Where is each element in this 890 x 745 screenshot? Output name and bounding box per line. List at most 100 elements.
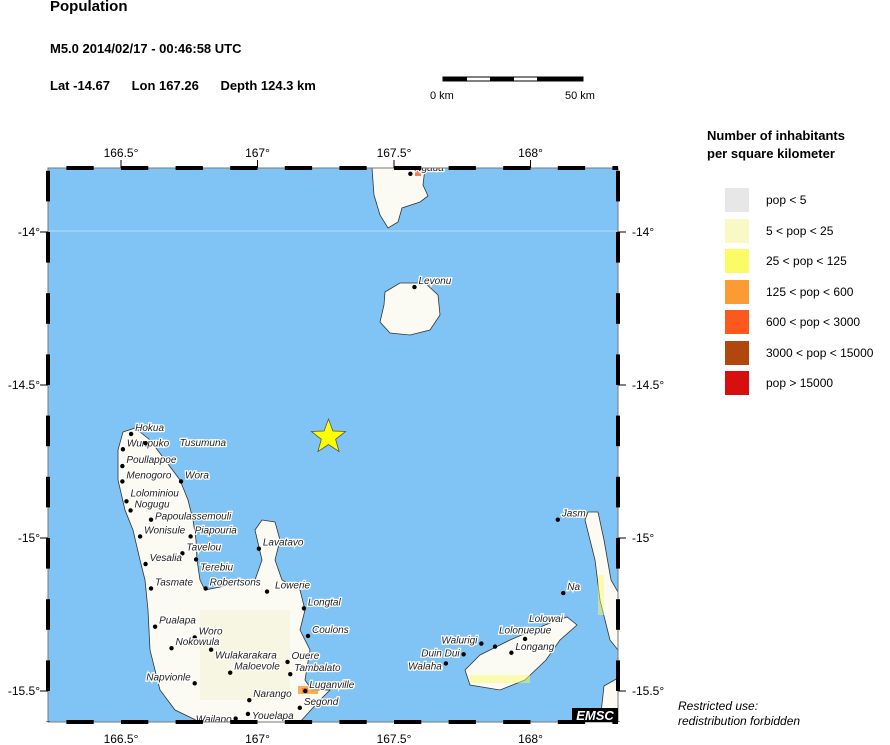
city-marker[interactable]: Nokowula [169, 636, 221, 651]
frame-tick [46, 170, 50, 202]
city-marker[interactable]: Lavatavo [256, 536, 305, 551]
city-marker[interactable]: Jasm [555, 507, 587, 522]
city-dot [128, 508, 133, 513]
city-label: Luganville [309, 680, 354, 691]
city-marker[interactable]: Maloevole [228, 660, 281, 675]
city-marker[interactable]: Napvionle [145, 671, 197, 686]
lon-tick-label: 167° [245, 732, 270, 745]
city-marker[interactable]: Longang [509, 641, 556, 655]
legend-label: pop < 5 [766, 193, 807, 207]
city-label: Hokua [135, 423, 164, 434]
city-marker[interactable]: Terebiu [193, 557, 235, 575]
city-marker[interactable]: Walaha [407, 660, 449, 674]
city-label: Jasm [561, 509, 586, 520]
city-marker[interactable]: Poullappoe [120, 454, 178, 469]
city-dot [120, 447, 126, 452]
legend-title: Number of inhabitants per square kilomet… [707, 127, 845, 163]
frame-tick [616, 170, 620, 202]
frame-tick [46, 293, 50, 324]
legend-label: 25 < pop < 125 [766, 254, 847, 268]
city-marker[interactable]: Wunpuko [120, 437, 171, 452]
frame-tick [46, 415, 50, 447]
city-label: Lolominiou [130, 488, 179, 499]
frame-tick [616, 354, 620, 385]
city-marker[interactable]: Tavelou [180, 541, 223, 556]
lat-tick-label: -14° [18, 225, 40, 239]
city-marker[interactable]: Segond [297, 696, 340, 711]
city-marker[interactable]: Papoulassemouli [148, 510, 233, 524]
legend-swatch [725, 371, 749, 395]
city-marker[interactable]: Walurigi [440, 634, 484, 648]
frame-tick [46, 354, 50, 385]
city-label: Terebiu [200, 562, 233, 573]
legend-label: pop > 15000 [766, 376, 834, 390]
city-marker[interactable]: Levonu [412, 275, 453, 290]
lat-tick-label: -14.5° [632, 378, 664, 392]
city-marker[interactable]: Luganville [303, 679, 356, 694]
city-label: Piapouria [195, 525, 238, 536]
legend-label: 5 < pop < 25 [766, 223, 834, 238]
event-location: Lat -14.67 Lon 167.26 Depth 124.3 km [50, 78, 334, 93]
city-marker[interactable]: Vesalia [143, 552, 184, 567]
frame-tick [557, 720, 586, 724]
frame-tick [448, 720, 476, 724]
city-marker[interactable]: Na [561, 581, 582, 596]
city-marker[interactable]: Piapouria [188, 524, 239, 539]
city-label: Papoulassemouli [155, 512, 232, 523]
frame-tick [612, 166, 618, 170]
event-lon: Lon 167.26 [131, 78, 199, 93]
legend-swatch [725, 188, 749, 212]
city-marker[interactable]: Ouere [285, 650, 321, 665]
city-marker[interactable]: Lowerie [264, 579, 312, 594]
city-marker[interactable]: Wonisule [137, 524, 187, 539]
legend-swatch [725, 340, 749, 365]
frame-tick [616, 415, 620, 447]
city-dot [192, 681, 197, 686]
city-marker[interactable]: Pualapa [152, 614, 198, 629]
city-marker[interactable]: Wora [178, 469, 211, 484]
city-label: Lolonuepue [499, 626, 552, 637]
city-marker[interactable]: Wailapo [194, 713, 238, 726]
city-marker[interactable]: Tambalato [288, 662, 342, 677]
city-label: Napvionle [146, 672, 191, 683]
city-marker[interactable]: Coulons [305, 624, 350, 639]
city-dot [228, 670, 233, 675]
legend-swatch [725, 218, 749, 243]
city-marker[interactable]: Narango [247, 688, 293, 703]
frame-tick [175, 166, 203, 170]
frame-tick [230, 720, 258, 724]
event-lat: Lat -14.67 [50, 78, 110, 93]
city-marker[interactable]: Ngaua [408, 163, 446, 177]
scale-start: 0 km [430, 90, 454, 102]
city-marker[interactable]: Hokua [128, 422, 166, 437]
city-dot [178, 479, 184, 484]
city-marker[interactable]: Robertsons [203, 576, 262, 591]
star-icon[interactable] [310, 417, 347, 453]
city-dot [208, 647, 214, 652]
frame-tick [46, 476, 50, 508]
frame-tick [230, 166, 258, 170]
city-marker[interactable]: Menogoro [120, 469, 173, 484]
island-gaua [371, 168, 429, 229]
city-marker[interactable]: Lolominiou [124, 487, 181, 504]
city-dot [509, 650, 514, 655]
city-marker[interactable]: Lolowai [522, 613, 565, 642]
city-marker[interactable]: Woro [192, 625, 224, 640]
city-label: Tambalato [294, 663, 341, 674]
city-dot [143, 440, 148, 446]
city-label: Ngaua [414, 163, 444, 174]
city-label: Menogoro [126, 470, 171, 481]
frame-tick [284, 720, 313, 724]
city-marker[interactable]: Lolonuepue [492, 624, 553, 649]
city-marker[interactable]: Youelapa [245, 710, 295, 722]
island-merelava [379, 282, 441, 336]
city-marker[interactable]: Duin Dui [420, 647, 466, 661]
city-marker[interactable]: Longtal [301, 596, 343, 611]
frame-tick [616, 232, 620, 263]
city-marker[interactable]: Tusumuna [143, 437, 228, 450]
city-marker[interactable]: Nogugu [128, 498, 171, 513]
island-ambae [464, 616, 578, 691]
city-marker[interactable]: Tasmate [148, 576, 195, 591]
city-marker[interactable]: Wulakarakara [208, 647, 278, 663]
